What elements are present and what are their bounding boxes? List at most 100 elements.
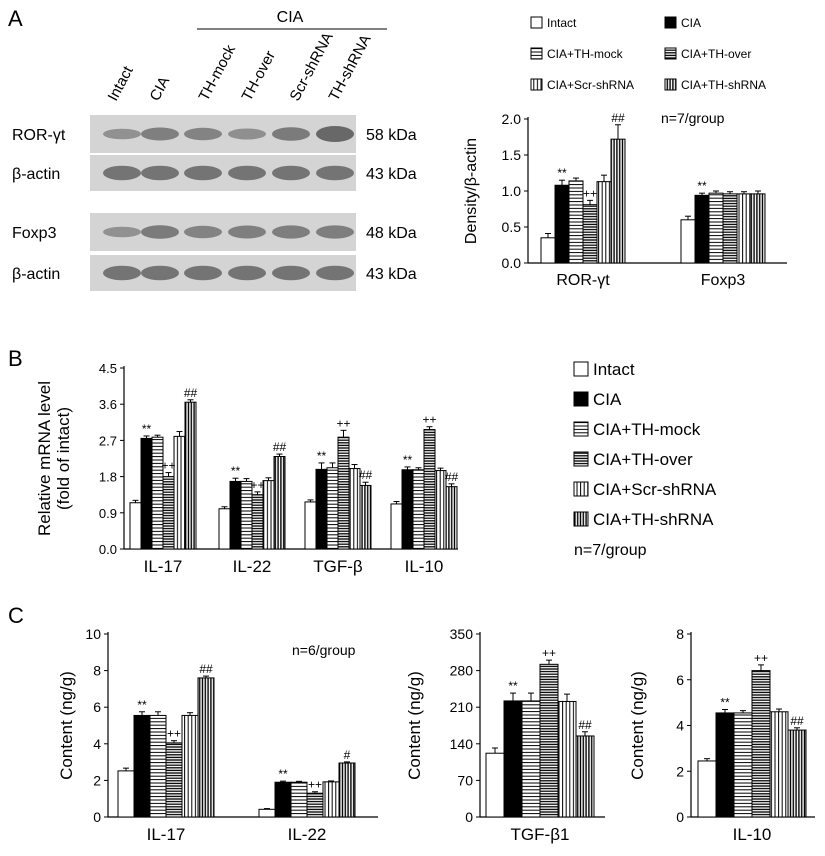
protein-label: ROR-γt <box>12 127 66 144</box>
bar <box>165 742 183 818</box>
blot-band <box>228 225 266 239</box>
bar <box>540 237 556 264</box>
significance-mark: ** <box>142 422 152 436</box>
blot-band <box>316 165 354 181</box>
bar <box>229 480 242 550</box>
significance-mark: ++ <box>308 778 322 792</box>
legend-label: CIA+TH-shRNA <box>681 78 766 92</box>
y-tick-label: 2 <box>93 772 101 788</box>
y-tick-label: 350 <box>450 626 474 642</box>
bar <box>733 712 753 818</box>
significance-mark: ++ <box>250 478 264 492</box>
blot-band <box>141 165 179 181</box>
category-label: IL-22 <box>288 825 327 844</box>
n-note: n=6/group <box>292 642 356 658</box>
kda-label: 43 kDa <box>366 166 417 183</box>
y-axis-label-2: (fold of intact) <box>54 407 73 510</box>
legend-label: CIA+Scr-shRNA <box>593 480 717 499</box>
significance-mark: ** <box>720 695 730 709</box>
bar <box>273 455 286 550</box>
chart-content-il10: 0 2 4 6 8 Content (ng/g) IL-10 ** ++ ## <box>628 626 815 844</box>
legend-swatch <box>530 78 543 91</box>
bar <box>715 712 735 818</box>
category-label: ROR-γt <box>556 272 610 289</box>
blot-band <box>272 265 310 281</box>
legend-swatch <box>573 451 589 467</box>
significance-mark: ** <box>508 679 518 693</box>
y-tick-label: 0 <box>465 809 473 825</box>
bar <box>140 437 153 550</box>
bar <box>582 204 598 264</box>
protein-label: Foxp3 <box>12 225 57 242</box>
kda-label: 43 kDa <box>366 266 417 283</box>
y-tick-label: 6 <box>93 699 101 715</box>
y-tick-label: 0.0 <box>502 255 522 271</box>
category-label: IL-17 <box>147 825 186 844</box>
legend-label: Intact <box>547 16 577 30</box>
y-tick-label: 1.5 <box>502 147 522 163</box>
bar <box>162 476 175 550</box>
y-tick-label: 0.5 <box>502 219 522 235</box>
y-axis-label: Content (ng/g) <box>57 671 76 780</box>
bar <box>680 219 696 264</box>
legend-label: CIA+Scr-shRNA <box>547 78 634 92</box>
legend-label: Intact <box>593 360 635 379</box>
bar <box>401 469 414 550</box>
category-label: IL-10 <box>405 557 444 576</box>
legend-protein-density: Intact CIA CIA+TH-mock CIA+TH-over CIA+Scr-s… <box>530 16 766 92</box>
bar <box>326 467 339 550</box>
bar <box>722 193 738 264</box>
category-label: IL-22 <box>233 557 272 576</box>
bar <box>554 184 570 264</box>
bar <box>521 700 541 818</box>
category-label: Foxp3 <box>701 272 746 289</box>
blot-band <box>103 128 141 140</box>
protein-label: β-actin <box>12 166 60 183</box>
y-tick-label: 8 <box>93 663 101 679</box>
y-tick-label: 140 <box>450 736 474 752</box>
y-tick-label: 4 <box>93 736 101 752</box>
blot-band <box>228 165 266 181</box>
y-tick-label: 3.6 <box>99 397 117 412</box>
significance-mark: ## <box>359 468 373 482</box>
kda-label: 48 kDa <box>366 225 417 242</box>
y-axis-label: Content (ng/g) <box>628 671 647 780</box>
chart-content-il17-il22: 0 2 4 6 8 10 Content (ng/g) IL-17 IL-22 ** ++ ## ** +… <box>57 626 378 844</box>
y-tick-label: 0 <box>676 809 684 825</box>
significance-mark: ## <box>611 111 625 125</box>
blot-group-label: CIA <box>277 9 304 26</box>
bar <box>568 180 584 264</box>
significance-mark: ++ <box>542 646 556 660</box>
significance-mark: ** <box>278 767 288 781</box>
bar <box>575 735 595 818</box>
legend-swatch <box>664 16 677 29</box>
legend-swatch <box>573 361 589 377</box>
significance-mark: ## <box>445 470 459 484</box>
legend-mrna-level: Intact CIA CIA+TH-mock CIA+TH-over CIA+Scr-s… <box>573 360 717 559</box>
legend-swatch <box>664 47 677 60</box>
legend-label: CIA <box>593 390 622 409</box>
bar <box>218 508 231 550</box>
bar <box>736 193 752 264</box>
chart-content-tgf-b1: 0 70 140 210 280 350 Content (ng/g) TGF-β1 ** ++ #… <box>405 626 605 844</box>
bar <box>117 770 135 818</box>
western-blot: Intact CIA TH-mock TH-over Scr-shRNATH-shRNA… <box>12 30 417 291</box>
bar <box>149 714 167 818</box>
blot-band <box>272 225 310 239</box>
lane-label: TH-over <box>239 48 279 104</box>
bar <box>557 700 577 818</box>
blot-band <box>184 225 222 239</box>
lane-label: CIA <box>147 74 174 104</box>
lane-label: Intact <box>105 63 138 104</box>
blot-band <box>184 165 222 181</box>
bar <box>539 663 559 818</box>
bar <box>258 808 276 818</box>
bar <box>503 700 523 818</box>
legend-label: CIA+TH-over <box>593 450 693 469</box>
bar <box>423 429 436 550</box>
bar <box>787 729 807 818</box>
significance-mark: ## <box>790 714 804 728</box>
y-tick-label: 10 <box>85 626 101 642</box>
bar <box>694 194 710 264</box>
significance-mark: ## <box>184 386 198 400</box>
